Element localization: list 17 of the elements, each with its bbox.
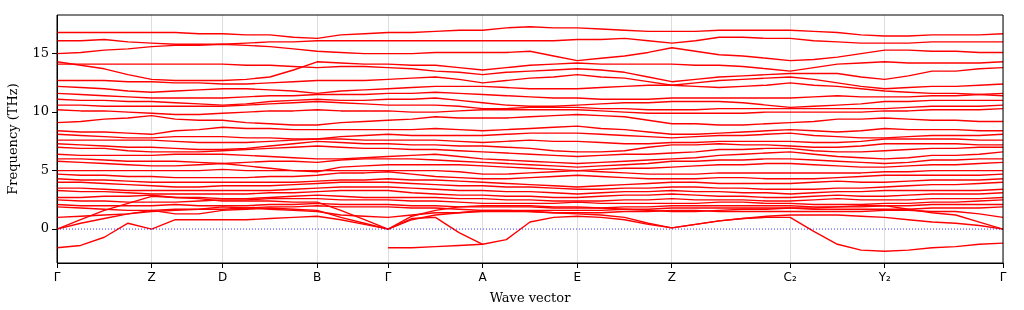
y-axis-title: Frequency (THz): [5, 83, 21, 195]
x-tick-label: D: [217, 270, 228, 285]
x-tick-label: Γ: [384, 270, 392, 285]
y-tick-label: 0: [40, 220, 49, 236]
x-tick-label: B: [313, 270, 322, 285]
x-tick-label: E: [573, 270, 582, 285]
x-tick-label: Z: [667, 270, 677, 285]
x-tick-label: Γ: [53, 270, 61, 285]
x-tick-label: Y₂: [877, 270, 892, 285]
x-tick-label: Γ: [999, 270, 1007, 285]
x-tick-label: A: [478, 270, 488, 285]
y-tick-label: 5: [40, 161, 49, 177]
x-tick-label: C₂: [783, 270, 797, 285]
y-tick-label: 10: [32, 103, 49, 119]
x-tick-label: Z: [147, 270, 156, 285]
x-axis-title: Wave vector: [489, 289, 572, 305]
y-tick-label: 15: [32, 44, 49, 60]
